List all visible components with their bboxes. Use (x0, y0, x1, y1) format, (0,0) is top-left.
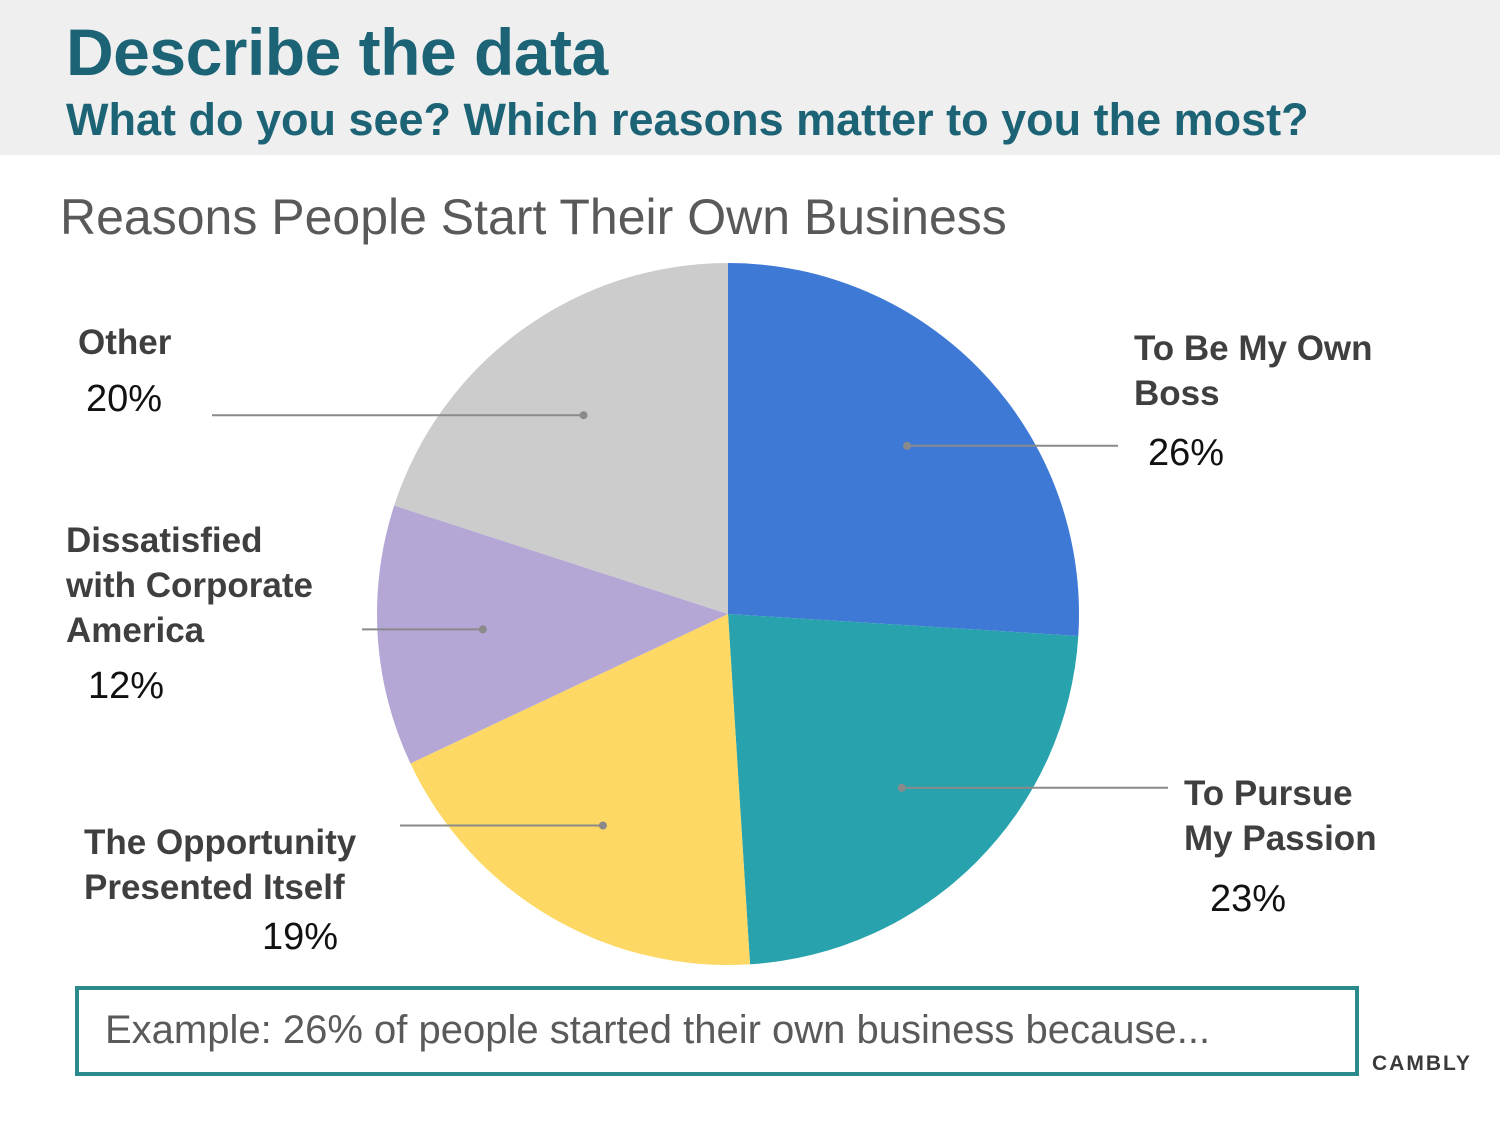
header-band (0, 0, 1500, 155)
slice-value-own-boss: 26% (1148, 432, 1225, 474)
slice-label-own-boss: To Be My Own Boss (1134, 329, 1373, 413)
slice-value-dissatisfied: 12% (88, 665, 165, 707)
slice-value-opportunity: 19% (262, 916, 339, 958)
slice-label-pursue-passion: To Pursue My Passion (1184, 774, 1377, 858)
pie-slice-dissatisfied (376, 505, 728, 764)
slice-label-dissatisfied: Dissatisfied with Corporate America (66, 521, 313, 650)
brand-logo: CAMBLY (1372, 1052, 1472, 1075)
slice-value-other: 20% (86, 378, 163, 420)
pie-slice-opportunity (410, 614, 751, 965)
pie-slice-own-boss (728, 263, 1079, 637)
slice-value-pursue-passion: 23% (1210, 878, 1287, 920)
example-box: Example: 26% of people started their own… (75, 986, 1359, 1076)
leader-dot-pursue-passion (897, 783, 906, 792)
chart-title: Reasons People Start Their Own Business (60, 189, 1007, 245)
page-title: Describe the data (66, 15, 608, 89)
leader-dot-opportunity (598, 821, 607, 830)
pie-slice-other (394, 263, 728, 614)
leader-dot-own-boss (903, 441, 912, 450)
leader-dot-other (579, 411, 588, 420)
slice-label-other: Other (78, 323, 172, 362)
leader-dot-dissatisfied (478, 625, 487, 634)
slice-label-opportunity: The Opportunity Presented Itself (84, 823, 357, 907)
page-subtitle: What do you see? Which reasons matter to… (66, 94, 1309, 145)
example-text: Example: 26% of people started their own… (105, 1008, 1211, 1052)
